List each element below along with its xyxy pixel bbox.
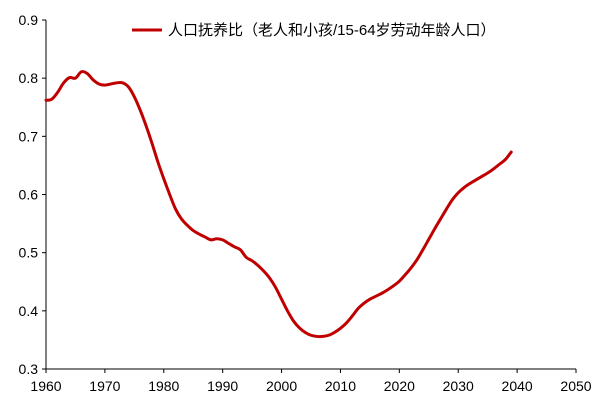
x-tick-label: 2030	[443, 378, 474, 394]
x-tick-label: 2050	[560, 378, 591, 394]
y-tick-label: 0.4	[19, 303, 39, 319]
x-tick-label: 2040	[502, 378, 533, 394]
legend: 人口抚养比（老人和小孩/15-64岁劳动年龄人口）	[132, 22, 496, 39]
series-layer	[44, 70, 513, 339]
y-tick-label: 0.6	[19, 187, 39, 203]
x-tick-label: 1970	[89, 378, 120, 394]
y-tick-label: 0.7	[19, 128, 39, 144]
y-tick-labels: 0.9 0.8 0.7 0.6 0.5 0.4 0.3	[19, 12, 39, 377]
y-tick-label: 0.8	[19, 70, 39, 86]
x-tick-label: 1980	[148, 378, 179, 394]
y-tick-label: 0.9	[19, 12, 39, 28]
x-tick-label: 2000	[266, 378, 297, 394]
x-tick-labels: 1960 1970 1980 1990 2000 2010 2020 2030 2040 2050	[30, 378, 591, 394]
x-tick-label: 1990	[207, 378, 238, 394]
y-tick-label: 0.3	[19, 361, 39, 377]
x-tick-label: 1960	[30, 378, 61, 394]
chart-axes	[42, 19, 577, 373]
y-tick-label: 0.5	[19, 245, 39, 261]
legend-label: 人口抚养比（老人和小孩/15-64岁劳动年龄人口）	[168, 22, 496, 39]
series-line	[44, 70, 513, 339]
x-tick-label: 2020	[384, 378, 415, 394]
x-tick-label: 2010	[325, 378, 356, 394]
